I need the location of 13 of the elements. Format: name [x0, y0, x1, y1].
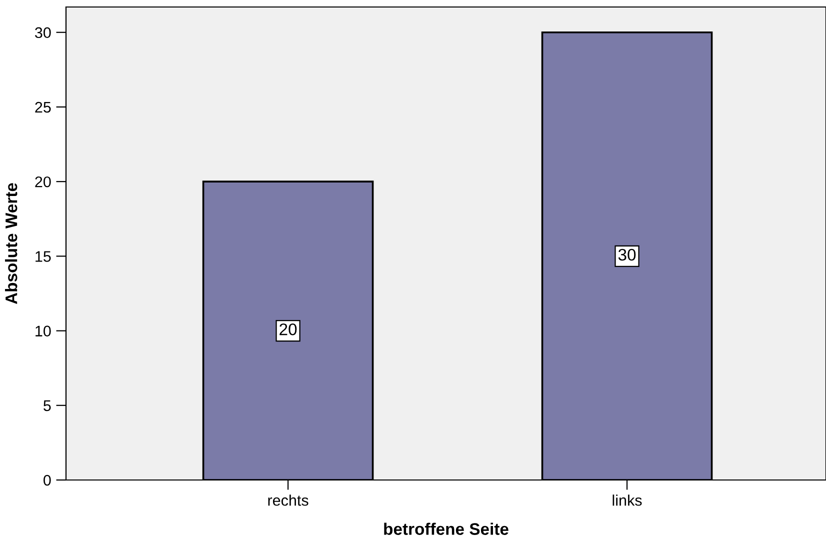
data-label: 20: [280, 323, 297, 336]
data-label: 30: [618, 248, 636, 261]
y-axis-title: Absolute Werte: [5, 183, 18, 304]
x-tick-label: links: [612, 494, 642, 506]
x-tick-label: rechts: [268, 494, 308, 506]
x-axis-title: betroffene Seite: [384, 522, 508, 535]
y-tick-label: 15: [36, 251, 51, 262]
y-tick-label: 30: [35, 27, 51, 38]
y-tick-label: 10: [36, 326, 51, 336]
y-tick-label: 20: [35, 176, 51, 188]
y-tick-label: 0: [44, 474, 51, 486]
y-tick-label: 25: [35, 102, 51, 113]
y-tick-label: 5: [44, 400, 51, 412]
